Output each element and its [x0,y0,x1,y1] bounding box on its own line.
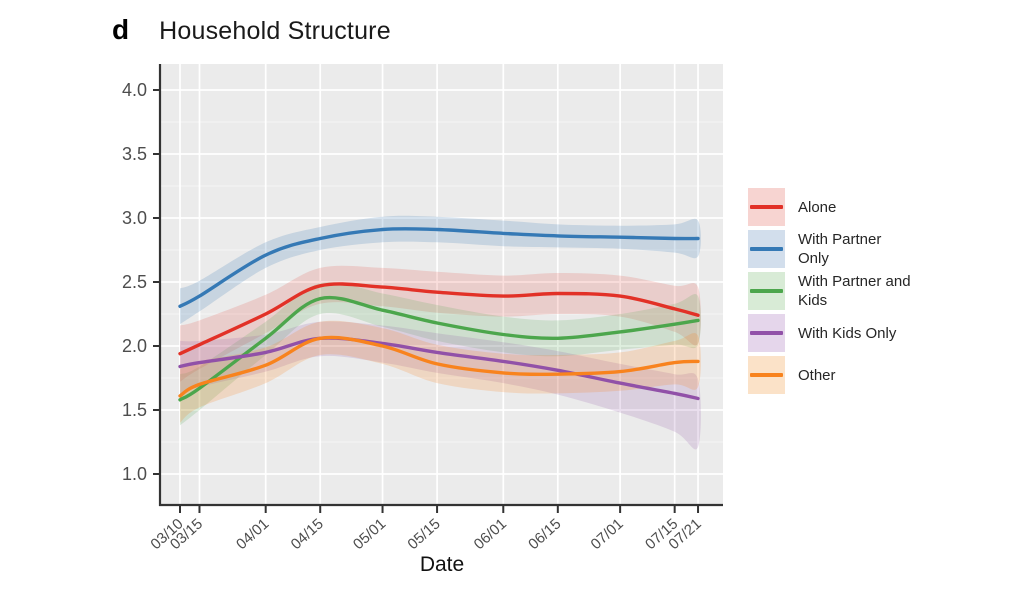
series-line-other [178,335,700,398]
legend-item-other: Other [748,356,916,394]
chart-legend: Alone With Partner Only With Partner and… [748,188,916,394]
legend-item-alone: Alone [748,188,916,226]
legend-key-line [750,289,783,293]
legend-label: With Partner Only [798,231,882,267]
legend-key-with-kids-only [748,314,785,352]
legend-key-alone [748,188,785,226]
y-tick-label: 3.0 [122,208,147,228]
y-tick-label: 2.5 [122,272,147,292]
x-tick-label: 04/01 [233,515,272,553]
legend-key-line [750,205,783,209]
y-tick-label: 1.0 [122,464,147,484]
series-line-with-partner-only [178,226,700,308]
legend-key-line [750,331,783,335]
plot-panel [161,64,723,505]
x-tick-label: 05/15 [404,515,443,553]
x-axis-title: Date [419,553,465,576]
x-tick-label: 06/01 [471,515,510,553]
x-tick-label: 07/01 [588,515,627,553]
ci-band-with-kids-only [180,321,701,450]
y-tick-label: 2.0 [122,336,147,356]
panel-letter: d [112,14,130,45]
y-tick-label: 1.5 [122,400,147,420]
x-tick-label: 04/15 [288,515,327,553]
y-tick-label: 3.5 [122,144,147,164]
ci-band-other [180,320,701,423]
ci-band-with-partner-and-kids [180,282,701,426]
legend-label: Alone [798,198,837,216]
legend-key-with-partner-and-kids [748,272,785,310]
ci-band-with-partner-only [180,215,701,325]
legend-key-line [750,247,783,251]
legend-label: With Kids Only [798,324,897,342]
x-tick-label: 06/15 [525,515,564,553]
legend-item-with-kids-only: With Kids Only [748,314,916,352]
legend-item-with-partner-only: With Partner Only [748,230,916,268]
legend-item-with-partner-and-kids: With Partner and Kids [748,272,916,310]
chart-title: Household Structure [159,17,391,45]
legend-label: With Partner and Kids [798,273,911,309]
x-tick-label: 05/01 [350,515,389,553]
legend-label: Other [798,366,836,384]
figure-header: d Household Structure [112,14,391,46]
series-line-alone [178,282,700,356]
legend-key-other [748,356,785,394]
series-line-with-kids-only [178,336,700,401]
y-tick-label: 4.0 [122,80,147,100]
legend-key-line [750,373,783,377]
legend-key-with-partner-only [748,230,785,268]
